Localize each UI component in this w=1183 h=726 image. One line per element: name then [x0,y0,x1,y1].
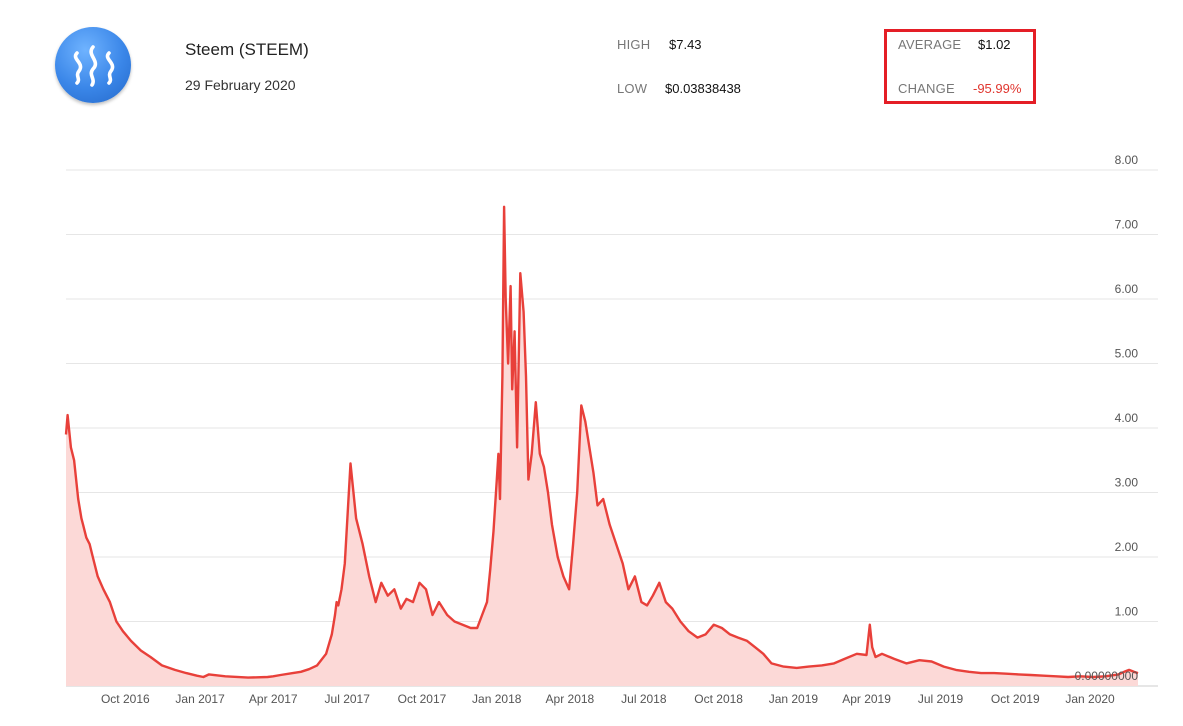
price-date: 29 February 2020 [185,77,296,93]
price-area-fill [66,206,1138,687]
low-value: $0.03838438 [665,81,741,96]
steem-logo-mark [73,45,115,87]
x-tick-label: Oct 2018 [694,692,743,706]
x-tick-label: Oct 2017 [398,692,447,706]
y-tick-label: 4.00 [1115,411,1139,425]
x-tick-label: Apr 2018 [546,692,595,706]
high-value: $7.43 [669,37,702,52]
y-tick-label: 1.00 [1115,605,1139,619]
y-tick-label: 3.00 [1115,476,1139,490]
x-tick-label: Apr 2019 [842,692,891,706]
x-tick-label: Apr 2017 [249,692,298,706]
y-axis-ticks: 0.00000000 1.00 2.00 3.00 4.00 5.00 6.00 7.00 8.… [1075,153,1139,683]
steem-logo-icon [55,27,131,103]
x-tick-label: Jul 2017 [325,692,371,706]
y-tick-label: 5.00 [1115,347,1139,361]
y-tick-label: 2.00 [1115,540,1139,554]
coin-title: Steem (STEEM) [185,40,309,59]
change-value: -95.99% [973,81,1022,96]
average-label: AVERAGE [898,37,962,52]
y-tick-label: 0.00000000 [1075,669,1139,683]
y-tick-label: 6.00 [1115,282,1139,296]
average-value: $1.02 [978,37,1011,52]
x-tick-label: Jul 2018 [621,692,667,706]
price-line [64,205,1139,679]
change-label: CHANGE [898,81,955,96]
average-change-highlight-box [884,29,1036,104]
x-tick-label: Jan 2017 [175,692,225,706]
x-tick-label: Jan 2018 [472,692,522,706]
high-label: HIGH [617,37,651,52]
x-tick-label: Jan 2019 [769,692,819,706]
x-tick-label: Jan 2020 [1065,692,1115,706]
x-axis-ticks: Oct 2016 Jan 2017 Apr 2017 Jul 2017 Oct 2017… [101,692,1115,706]
low-label: LOW [617,81,648,96]
y-tick-label: 8.00 [1115,153,1139,167]
x-tick-label: Oct 2019 [991,692,1040,706]
x-tick-label: Oct 2016 [101,692,150,706]
y-tick-label: 7.00 [1115,218,1139,232]
x-tick-label: Jul 2019 [918,692,964,706]
